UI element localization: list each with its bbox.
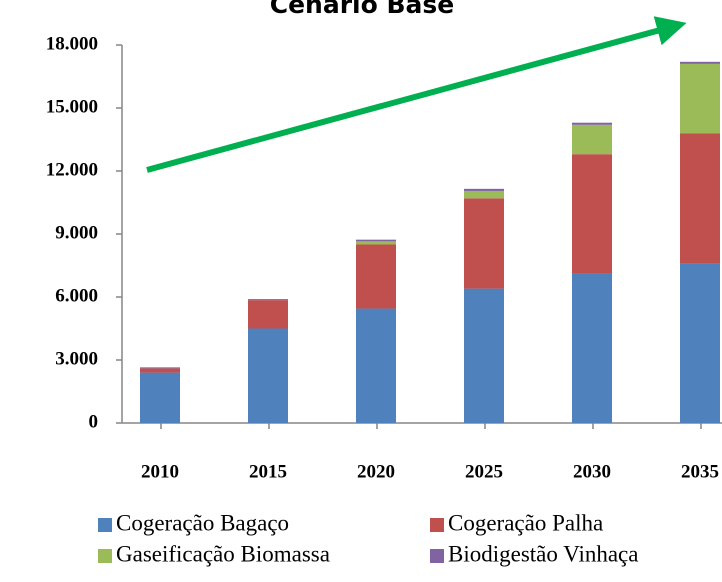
chart-title: Cenário Base [270,0,455,19]
bar-segment [356,241,396,245]
bar-segment [464,288,504,423]
bar-segment [356,308,396,423]
y-tick-label: 12.000 [46,159,98,180]
legend-label: Biodigestão Vinhaça [448,541,638,566]
bar-segment [464,188,504,191]
x-tick-label: 2035 [681,461,719,482]
bar-segment [572,273,612,423]
y-tick-label: 6.000 [55,285,98,306]
legend-swatch [430,549,444,563]
bar-segment [140,367,180,369]
legend-swatch [98,518,112,532]
bar-segment [680,61,720,64]
bar-segment [140,372,180,423]
bar-segment [356,239,396,242]
y-tick-label: 9.000 [55,222,98,243]
x-tick-label: 2030 [573,461,611,482]
bar-segment [248,299,288,301]
bar-segment [140,368,180,373]
legend-swatch [430,518,444,532]
bar-segment [464,198,504,289]
bar-segment [464,190,504,199]
bar-segment [680,133,720,264]
bar-segment [680,263,720,423]
legend-label: Cogeração Palha [448,510,603,535]
y-tick-label: 18.000 [46,33,98,54]
x-tick-label: 2010 [141,461,179,482]
bar-segment [248,328,288,423]
y-tick-label: 3.000 [55,348,98,369]
y-tick-label: 0 [89,411,99,432]
y-tick-label: 15.000 [46,96,98,117]
x-tick-label: 2015 [249,461,287,482]
bar-segment [572,154,612,274]
x-tick-label: 2025 [465,461,503,482]
bar-segment [572,122,612,125]
legend-swatch [98,549,112,563]
bar-segment [680,63,720,134]
legend-label: Cogeração Bagaço [116,510,289,535]
x-tick-label: 2020 [357,461,395,482]
bar-segment [248,300,288,329]
trend-arrow [146,16,687,173]
legend-label: Gaseificação Biomassa [116,541,330,566]
bar-segment [356,244,396,309]
bar-segment [572,124,612,155]
